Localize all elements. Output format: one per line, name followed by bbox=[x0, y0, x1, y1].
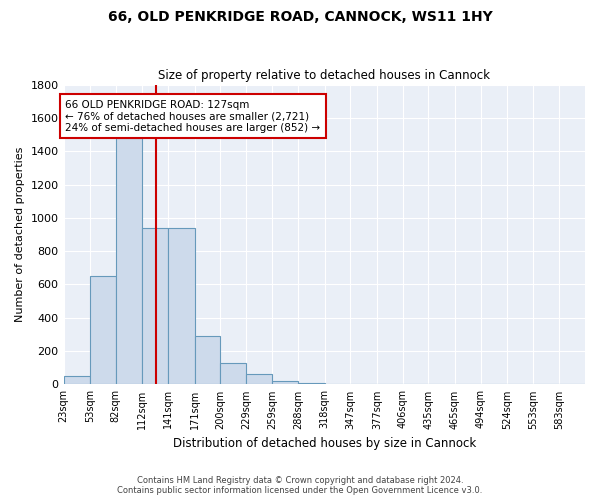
Text: 66, OLD PENKRIDGE ROAD, CANNOCK, WS11 1HY: 66, OLD PENKRIDGE ROAD, CANNOCK, WS11 1H… bbox=[107, 10, 493, 24]
X-axis label: Distribution of detached houses by size in Cannock: Distribution of detached houses by size … bbox=[173, 437, 476, 450]
Bar bbox=[298, 383, 325, 384]
Bar bbox=[142, 228, 168, 384]
Text: Contains HM Land Registry data © Crown copyright and database right 2024.
Contai: Contains HM Land Registry data © Crown c… bbox=[118, 476, 482, 495]
Bar bbox=[64, 376, 90, 384]
Bar bbox=[220, 363, 246, 384]
Y-axis label: Number of detached properties: Number of detached properties bbox=[15, 147, 25, 322]
Title: Size of property relative to detached houses in Cannock: Size of property relative to detached ho… bbox=[158, 69, 490, 82]
Bar bbox=[116, 138, 142, 384]
Bar bbox=[90, 276, 116, 384]
Bar bbox=[194, 336, 220, 384]
Text: 66 OLD PENKRIDGE ROAD: 127sqm
← 76% of detached houses are smaller (2,721)
24% o: 66 OLD PENKRIDGE ROAD: 127sqm ← 76% of d… bbox=[65, 100, 320, 132]
Bar bbox=[246, 374, 272, 384]
Bar bbox=[272, 381, 298, 384]
Bar bbox=[168, 228, 194, 384]
